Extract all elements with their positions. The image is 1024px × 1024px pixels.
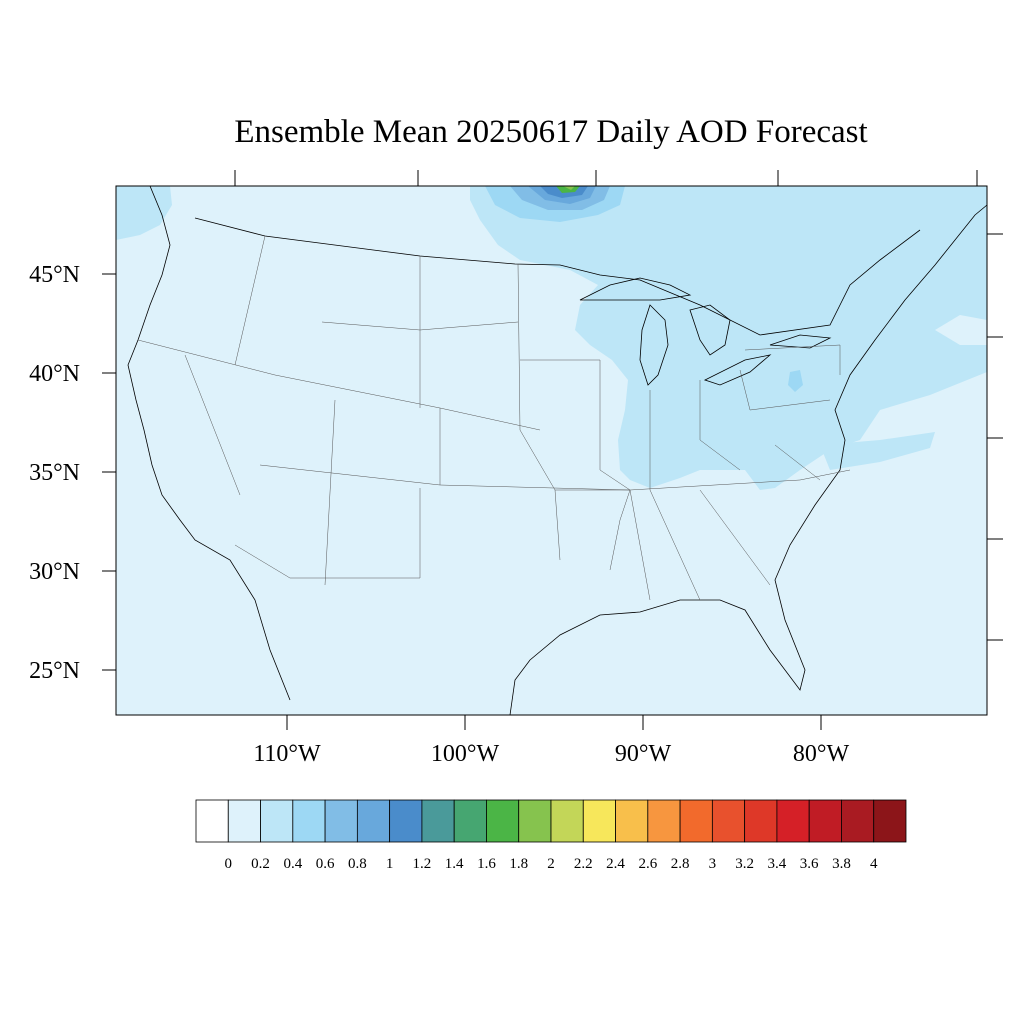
aod-region-canada-2-0 [563, 186, 575, 190]
colorbar-tick-label: 3 [709, 856, 717, 872]
lake-ontario [769, 334, 832, 349]
colorbar-swatch [550, 799, 584, 843]
colorbar-tick-label: 3.2 [735, 856, 754, 872]
colorbar-tick-label: 0.6 [316, 856, 335, 872]
lon-label: 110°W [253, 741, 321, 767]
colorbar-swatch [421, 799, 455, 843]
lat-label: 25°N [29, 658, 80, 684]
colorbar-swatch [389, 799, 423, 843]
aod-region-northeast [470, 186, 987, 490]
colorbar-swatch [873, 799, 907, 843]
colorbar-swatch [615, 799, 649, 843]
map-title: Ensemble Mean 20250617 Daily AOD Forecas… [234, 114, 867, 150]
aod-region-pa-spot [788, 370, 803, 392]
colorbar-swatch [453, 799, 487, 843]
colorbar-swatch [744, 799, 778, 843]
colorbar-tick-label: 2 [547, 856, 555, 872]
colorbar-tick-label: 1.6 [477, 856, 496, 872]
colorbar-tick-label: 2.2 [574, 856, 593, 872]
colorbar-tick-label: 3.4 [768, 856, 787, 872]
lon-label: 80°W [793, 741, 850, 767]
latitude-labels: 45°N 40°N 35°N 30°N 25°N [29, 262, 80, 684]
map-ticks [102, 170, 1003, 730]
colorbar-swatch [776, 799, 810, 843]
lake-superior [579, 277, 692, 301]
colorbar-swatch [711, 799, 746, 843]
colorbar-swatch [324, 799, 358, 843]
colorbar-swatch [679, 799, 713, 843]
colorbar-swatch [808, 799, 842, 843]
colorbar-tick-label: 3.8 [832, 856, 851, 872]
aod-region-pacific-nw [116, 186, 172, 240]
lake-huron [689, 304, 731, 356]
state-borders [137, 235, 851, 601]
colorbar-swatch [582, 799, 616, 843]
colorbar-tick-label: 1 [386, 856, 394, 872]
lake-michigan [639, 304, 669, 386]
colorbar-tick-label: 2.6 [638, 856, 657, 872]
colorbar-tick-label: 0.8 [348, 856, 367, 872]
gulf-coastline [509, 204, 987, 715]
colorbar-labels: 0 0.2 0.4 0.6 0.8 1 1.2 1.4 1.6 1.8 2 2.2 2.4 2.6 2.8 3… [225, 856, 878, 872]
lake-erie [703, 354, 772, 386]
lat-label: 35°N [29, 460, 80, 486]
lon-label: 100°W [431, 741, 500, 767]
lat-label: 45°N [29, 262, 80, 288]
colorbar-tick-label: 3.6 [800, 856, 819, 872]
colorbar-swatch [227, 799, 261, 843]
aod-region-canada-1-6 [556, 186, 580, 193]
colorbar-tick-label: 0.4 [283, 856, 302, 872]
colorbar [195, 799, 907, 843]
aod-contours [116, 186, 987, 490]
colorbar-tick-label: 2.8 [671, 856, 690, 872]
colorbar-swatch [356, 799, 391, 843]
longitude-labels: 110°W 100°W 90°W 80°W [253, 741, 849, 767]
west-coastline [127, 186, 291, 701]
colorbar-swatch [518, 799, 552, 843]
colorbar-tick-label: 0 [225, 856, 233, 872]
lat-label: 40°N [29, 361, 80, 387]
colorbar-tick-label: 0.2 [251, 856, 270, 872]
colorbar-tick-label: 2.4 [606, 856, 625, 872]
colorbar-swatch [292, 799, 326, 843]
colorbar-tick-label: 4 [870, 856, 878, 872]
aod-region-atlantic [820, 432, 935, 470]
map-frame [115, 185, 988, 716]
colorbar-swatch [195, 799, 229, 843]
colorbar-swatch [647, 799, 681, 843]
colorbar-swatch [260, 799, 294, 843]
colorbar-tick-label: 1.4 [445, 856, 464, 872]
lat-label: 30°N [29, 559, 80, 585]
colorbar-swatch [841, 799, 875, 843]
colorbar-swatch [486, 799, 520, 843]
lon-label: 90°W [615, 741, 672, 767]
colorbar-tick-label: 1.2 [413, 856, 432, 872]
map-panel [116, 186, 987, 715]
colorbar-tick-label: 1.8 [509, 856, 528, 872]
